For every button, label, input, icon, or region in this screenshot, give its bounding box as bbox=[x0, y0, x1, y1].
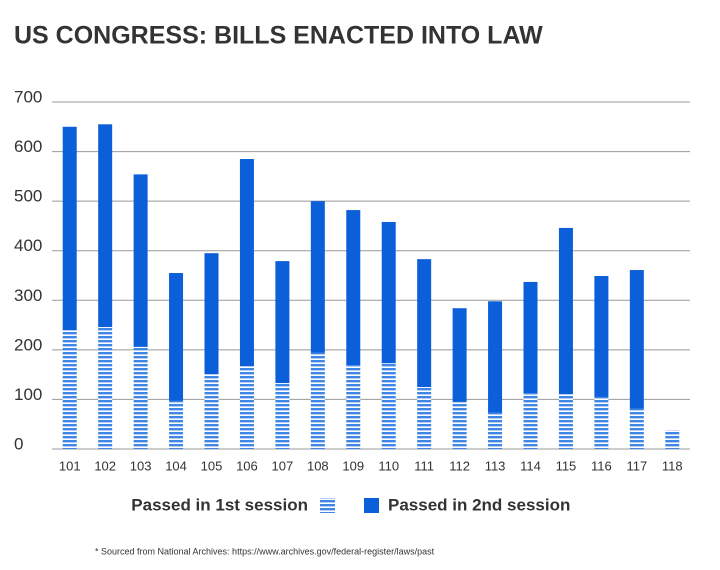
legend-swatch bbox=[320, 498, 335, 513]
chart-title: US CONGRESS: BILLS ENACTED INTO LAW bbox=[14, 22, 543, 50]
bar-segment bbox=[275, 383, 290, 449]
x-tick-label: 103 bbox=[130, 458, 152, 473]
bar-segment bbox=[594, 275, 609, 397]
bar-segment bbox=[452, 308, 467, 402]
x-tick-label: 117 bbox=[626, 458, 647, 473]
x-tick-label: 106 bbox=[236, 458, 258, 473]
y-tick-label: 400 bbox=[14, 236, 42, 255]
bar-segment bbox=[98, 124, 113, 328]
bar-segment bbox=[381, 363, 396, 449]
bar-segment bbox=[169, 400, 184, 449]
x-tick-label: 112 bbox=[449, 458, 470, 473]
bar-segment bbox=[204, 374, 219, 449]
y-tick-label: 0 bbox=[14, 434, 23, 453]
bar-segment bbox=[310, 201, 325, 353]
bar-segment bbox=[133, 346, 148, 449]
bar-segment bbox=[169, 273, 184, 401]
bar-segment bbox=[204, 253, 219, 375]
bar-segment bbox=[62, 126, 77, 331]
bar-segment bbox=[346, 365, 361, 449]
bar-segment bbox=[346, 210, 361, 366]
bar-segment bbox=[488, 412, 503, 449]
x-tick-label: 115 bbox=[556, 458, 577, 473]
bar-segment bbox=[629, 270, 644, 409]
bar-segment bbox=[310, 352, 325, 449]
legend-label: Passed in 2nd session bbox=[388, 495, 570, 514]
legend-label: Passed in 1st session bbox=[131, 495, 308, 514]
bar-segment bbox=[488, 301, 503, 413]
y-tick-label: 200 bbox=[14, 335, 42, 354]
bar-segment bbox=[98, 327, 113, 449]
y-tick-label: 500 bbox=[14, 187, 42, 206]
x-tick-label: 110 bbox=[378, 458, 399, 473]
x-tick-label: 101 bbox=[59, 458, 81, 473]
bar-segment bbox=[133, 174, 148, 347]
bar-segment bbox=[523, 281, 538, 393]
x-tick-label: 109 bbox=[342, 458, 364, 473]
x-tick-label: 118 bbox=[662, 458, 683, 473]
x-tick-label: 114 bbox=[520, 458, 541, 473]
bar-segment bbox=[452, 401, 467, 449]
bar-segment bbox=[523, 392, 538, 449]
x-tick-label: 113 bbox=[485, 458, 506, 473]
y-tick-label: 100 bbox=[14, 385, 42, 404]
bar-segment bbox=[558, 227, 573, 394]
x-tick-label: 105 bbox=[201, 458, 223, 473]
bar-segment bbox=[665, 430, 680, 449]
x-tick-label: 104 bbox=[165, 458, 187, 473]
x-tick-label: 111 bbox=[414, 458, 434, 473]
legend-swatch bbox=[364, 498, 379, 513]
bar-segment bbox=[239, 159, 254, 367]
y-tick-label: 700 bbox=[14, 87, 42, 106]
bar-segment bbox=[275, 261, 290, 384]
bar-segment bbox=[62, 330, 77, 449]
x-tick-label: 116 bbox=[591, 458, 612, 473]
x-tick-label: 108 bbox=[307, 458, 329, 473]
bar-segment bbox=[629, 408, 644, 449]
bar-segment bbox=[558, 393, 573, 449]
bar-segment bbox=[594, 396, 609, 449]
x-tick-label: 107 bbox=[272, 458, 294, 473]
bar-segment bbox=[417, 259, 432, 388]
footnote: * Sourced from National Archives: https:… bbox=[95, 546, 435, 556]
bar-segment bbox=[417, 387, 432, 449]
x-tick-label: 102 bbox=[94, 458, 116, 473]
y-tick-label: 600 bbox=[14, 137, 42, 156]
bar-segment bbox=[239, 366, 254, 449]
bar-segment bbox=[381, 221, 396, 364]
y-tick-label: 300 bbox=[14, 286, 42, 305]
